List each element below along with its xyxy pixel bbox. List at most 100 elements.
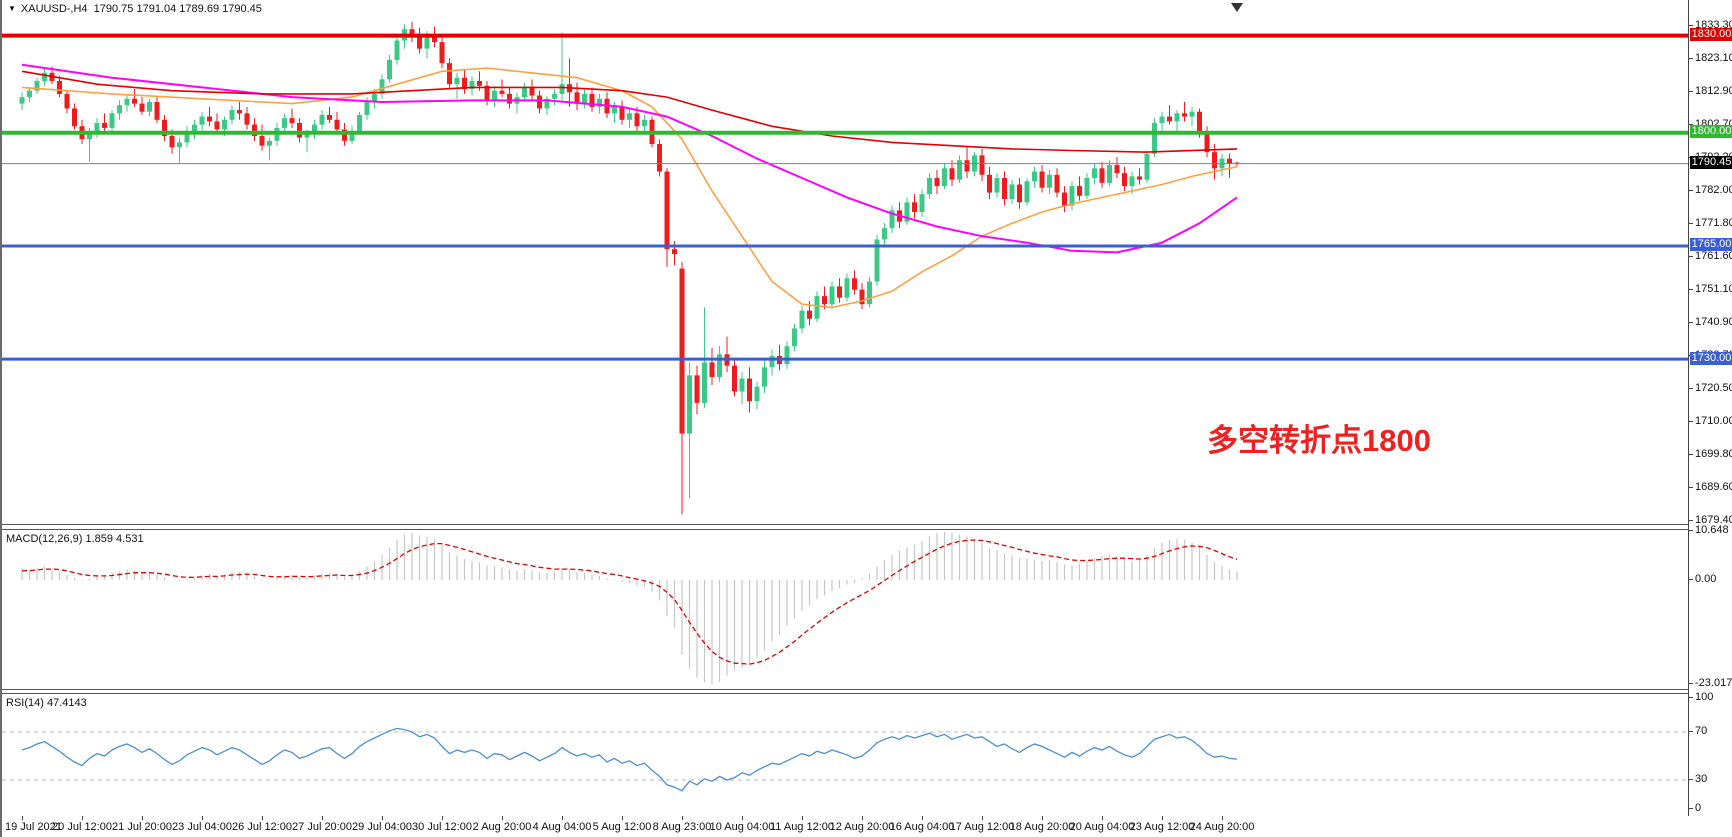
price-tick [1689,124,1693,125]
price-tick-label: 1812.90 [1695,85,1732,97]
time-tick-label: 23 Aug 12:00 [1129,821,1195,833]
time-tick-label: 16 Aug 04:00 [889,821,955,833]
price-tick-label: 0.00 [1695,573,1717,585]
price-tick-label: 10.648 [1695,524,1729,536]
price-tick [1689,190,1693,191]
time-tick [562,816,563,820]
time-tick-label: 8 Aug 23:00 [652,821,712,833]
price-tick [1689,289,1693,290]
time-tick [802,816,803,820]
time-axis[interactable]: 19 Jul 2021 20 Jul 12:00 21 Jul 20:00 23 Ju… [2,816,1732,837]
time-tick [322,816,323,820]
time-tick [22,816,23,820]
price-axis[interactable]: 1833.301823.101812.901802.701792.201782.… [1688,0,1732,822]
symbol-dropdown-icon[interactable]: ▼ [8,4,16,13]
price-tick-label: 1720.50 [1695,382,1732,394]
price-tick [1689,256,1693,257]
macd-label: MACD(12,26,9) 1.859 4.531 [6,533,144,545]
time-tick [622,816,623,820]
chart-annotation-text: 多空转折点1800 [1207,423,1431,458]
price-tick-label: 1679.40 [1695,514,1732,526]
price-tick-label: 1699.80 [1695,448,1732,460]
chart-shift-marker-icon [1231,3,1243,12]
time-tick-label: 5 Aug 12:00 [592,821,652,833]
time-tick [1222,816,1223,820]
time-tick-label: 12 Aug 20:00 [829,821,895,833]
time-tick-label: 4 Aug 04:00 [532,821,592,833]
time-tick-label: 26 Jul 12:00 [232,821,292,833]
time-tick [922,816,923,820]
rsi-panel[interactable]: RSI(14) 47.4143 [2,693,1688,817]
time-tick-label: 21 Jul 20:00 [112,821,172,833]
time-tick [682,816,683,820]
price-tick-label: 1761.60 [1695,250,1732,262]
price-chart-panel[interactable] [2,0,1688,525]
time-tick-label: 29 Jul 04:00 [352,821,412,833]
price-tick-label: 1689.60 [1695,481,1732,493]
price-tick [1689,25,1693,26]
price-tick [1689,779,1693,780]
time-tick-label: 23 Jul 04:00 [172,821,232,833]
time-tick [862,816,863,820]
price-tick-label: -23.017 [1695,677,1732,689]
symbol-ohlc-text: XAUUSD-,H4 1790.75 1791.04 1789.69 1790.… [20,3,262,15]
time-tick-label: 2 Aug 20:00 [472,821,532,833]
time-tick-label: 19 Jul 2021 [5,821,62,833]
rsi-canvas[interactable] [2,694,1688,816]
price-tick [1689,454,1693,455]
time-tick [1102,816,1103,820]
price-tick [1689,388,1693,389]
price-tick-label: 30 [1695,773,1708,785]
price-tick [1689,223,1693,224]
price-tick-label: 1710.00 [1695,415,1732,427]
time-tick [142,816,143,820]
macd-canvas[interactable] [2,530,1688,689]
time-tick-label: 30 Jul 12:00 [412,821,472,833]
price-tick [1689,808,1693,809]
price-tick [1689,421,1693,422]
price-level-box: 1830.00 [1690,28,1732,41]
time-tick [982,816,983,820]
price-tick-label: 1782.00 [1695,184,1732,196]
time-tick-label: 24 Aug 20:00 [1189,821,1255,833]
time-tick-label: 10 Aug 04:00 [709,821,775,833]
time-tick-label: 20 Aug 04:00 [1069,821,1135,833]
chart-title: ▼ XAUUSD-,H4 1790.75 1791.04 1789.69 1790… [8,3,262,15]
price-tick-label: 70 [1695,725,1708,737]
time-tick [262,816,263,820]
time-tick [382,816,383,820]
price-tick [1689,683,1693,684]
time-tick [202,816,203,820]
rsi-label: RSI(14) 47.4143 [6,697,87,709]
time-tick [502,816,503,820]
time-tick [1042,816,1043,820]
price-level-box: 1800.00 [1690,125,1732,138]
price-tick [1689,731,1693,732]
price-tick-label: 1823.10 [1695,52,1732,64]
time-tick [742,816,743,820]
time-tick-label: 27 Jul 20:00 [292,821,352,833]
price-tick [1689,697,1693,698]
price-tick-label: 0 [1695,802,1702,814]
time-tick-label: 20 Jul 12:00 [52,821,112,833]
price-tick-label: 100 [1695,691,1714,703]
price-tick [1689,579,1693,580]
price-level-box: 1730.00 [1690,352,1732,365]
candlestick-canvas[interactable] [2,0,1688,524]
price-tick-label: 1751.10 [1695,283,1732,295]
time-tick-label: 17 Aug 12:00 [949,821,1015,833]
price-level-box: 1765.00 [1690,238,1732,251]
price-tick-label: 1740.90 [1695,316,1732,328]
price-tick [1689,91,1693,92]
macd-panel[interactable]: MACD(12,26,9) 1.859 4.531 [2,529,1688,690]
time-tick [442,816,443,820]
time-tick [1162,816,1163,820]
price-tick [1689,322,1693,323]
time-tick-label: 11 Aug 12:00 [769,821,835,833]
price-tick [1689,520,1693,521]
price-level-box: 1790.45 [1690,156,1732,169]
price-tick [1689,487,1693,488]
price-tick-label: 1771.80 [1695,217,1732,229]
time-tick [82,816,83,820]
